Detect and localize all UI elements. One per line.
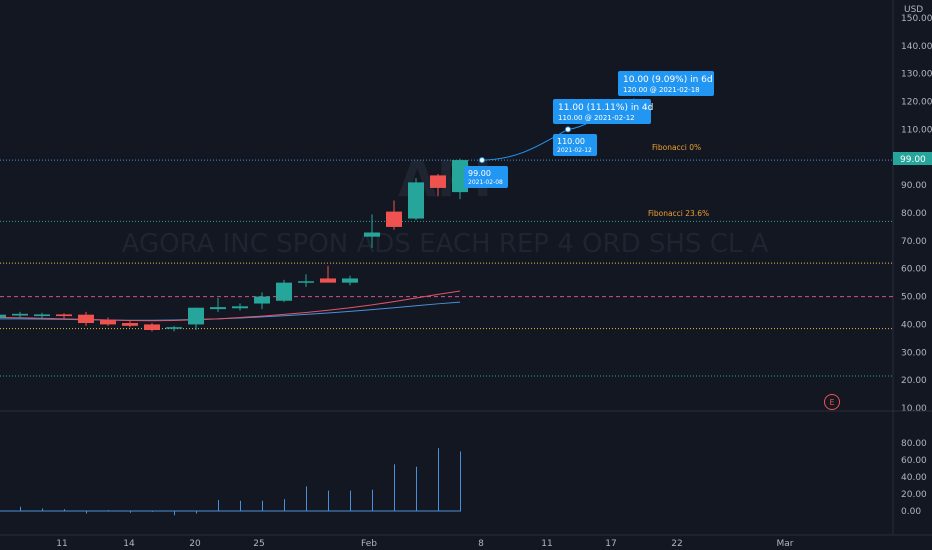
fibonacci-0-label: Fibonacci 0% — [652, 143, 701, 152]
volume-tick-label: 80.00 — [901, 439, 927, 449]
projection-callout-2-change: 10.00 (9.09%) in 6d — [623, 75, 713, 85]
candle-body[interactable] — [100, 320, 116, 325]
projection-point[interactable] — [565, 126, 571, 133]
last-price-tag: 99.00 — [893, 152, 932, 165]
time-axis-label: 25 — [253, 539, 264, 549]
price-tick-label: 80.00 — [901, 209, 927, 219]
time-axis-label: 22 — [671, 539, 682, 549]
earnings-marker[interactable]: E — [824, 394, 840, 410]
time-axis-label: 14 — [123, 539, 135, 549]
candle-body[interactable] — [276, 282, 292, 301]
volume-tick-label: 20.00 — [901, 490, 927, 500]
description-watermark: AGORA INC SPON ADS EACH REP 4 ORD SHS CL… — [122, 229, 769, 259]
price-tick-label: 60.00 — [901, 265, 927, 275]
projection-callout-1-detail: 110.00 @ 2021-02-12 — [558, 114, 635, 122]
candle-body[interactable] — [166, 327, 182, 329]
price-tick-label: 30.00 — [901, 348, 927, 358]
price-tick-label: 70.00 — [901, 237, 927, 247]
candle-body[interactable] — [320, 278, 336, 283]
price-tick-label: 140.00 — [901, 42, 932, 52]
candle-body[interactable] — [0, 314, 6, 318]
fibonacci-23-6-label: Fibonacci 23.6% — [648, 209, 709, 218]
candle-body[interactable] — [144, 324, 160, 330]
last-price-value: 99.00 — [900, 155, 926, 165]
price-tick-label: 90.00 — [901, 181, 927, 191]
candle-body[interactable] — [408, 182, 424, 219]
time-axis-label: 8 — [478, 539, 484, 549]
price-tick-label: 150.00 — [901, 14, 932, 24]
candle-body[interactable] — [232, 306, 248, 309]
candle-body[interactable] — [56, 314, 72, 317]
candle-body[interactable] — [364, 232, 380, 237]
current-price-callout-value: 99.00 — [468, 169, 491, 178]
candle-body[interactable] — [122, 323, 138, 326]
moving-average-slow — [0, 301, 461, 321]
target-callout[interactable]: 110.00 2021-02-12 — [553, 134, 597, 156]
candle-body[interactable] — [210, 307, 226, 310]
time-axis-label: 11 — [541, 539, 552, 549]
currency-label: USD — [904, 5, 923, 15]
current-price-callout-date: 2021-02-08 — [468, 179, 503, 186]
time-axis-label: 17 — [605, 539, 616, 549]
moving-average-fast — [0, 290, 461, 322]
price-tick-label: 50.00 — [901, 293, 927, 303]
time-axis-label: 11 — [56, 539, 67, 549]
price-tick-label: 120.00 — [901, 98, 932, 108]
candle-body[interactable] — [78, 314, 94, 324]
volume-tick-label: 60.00 — [901, 456, 927, 466]
projection-callout-2-detail: 120.00 @ 2021-02-18 — [623, 86, 700, 94]
candle-body[interactable] — [254, 296, 270, 304]
candle-body[interactable] — [298, 281, 314, 283]
candle-body[interactable] — [12, 313, 28, 316]
price-tick-label: 10.00 — [901, 404, 927, 414]
price-tick-label: 20.00 — [901, 376, 927, 386]
projection-callout-1-change: 11.00 (11.11%) in 4d — [558, 103, 653, 113]
projection-path-1 — [481, 128, 569, 161]
candle-body[interactable] — [342, 278, 358, 283]
candle-body[interactable] — [188, 307, 204, 325]
candle-body[interactable] — [430, 175, 446, 188]
projection-callout-1[interactable]: 11.00 (11.11%) in 4d 110.00 @ 2021-02-12 — [553, 99, 653, 124]
target-callout-value: 110.00 — [557, 137, 585, 146]
time-axis-label: 20 — [189, 539, 201, 549]
time-axis-label: Feb — [361, 539, 377, 549]
candle-body[interactable] — [386, 211, 402, 227]
volume-tick-label: 40.00 — [901, 473, 927, 483]
earnings-marker-letter: E — [829, 398, 834, 407]
volume-tick-label: 0.00 — [901, 507, 921, 517]
candle-body[interactable] — [34, 314, 50, 317]
current-price-callout[interactable]: 99.00 2021-02-08 — [464, 166, 508, 188]
projection-point[interactable] — [479, 157, 485, 164]
price-tick-label: 110.00 — [901, 125, 932, 135]
target-callout-date: 2021-02-12 — [557, 147, 592, 154]
price-tick-label: 40.00 — [901, 320, 927, 330]
time-axis-label: Mar — [777, 539, 794, 549]
projection-callout-2[interactable]: 10.00 (9.09%) in 6d 120.00 @ 2021-02-18 — [618, 71, 714, 96]
price-tick-label: 130.00 — [901, 70, 932, 80]
